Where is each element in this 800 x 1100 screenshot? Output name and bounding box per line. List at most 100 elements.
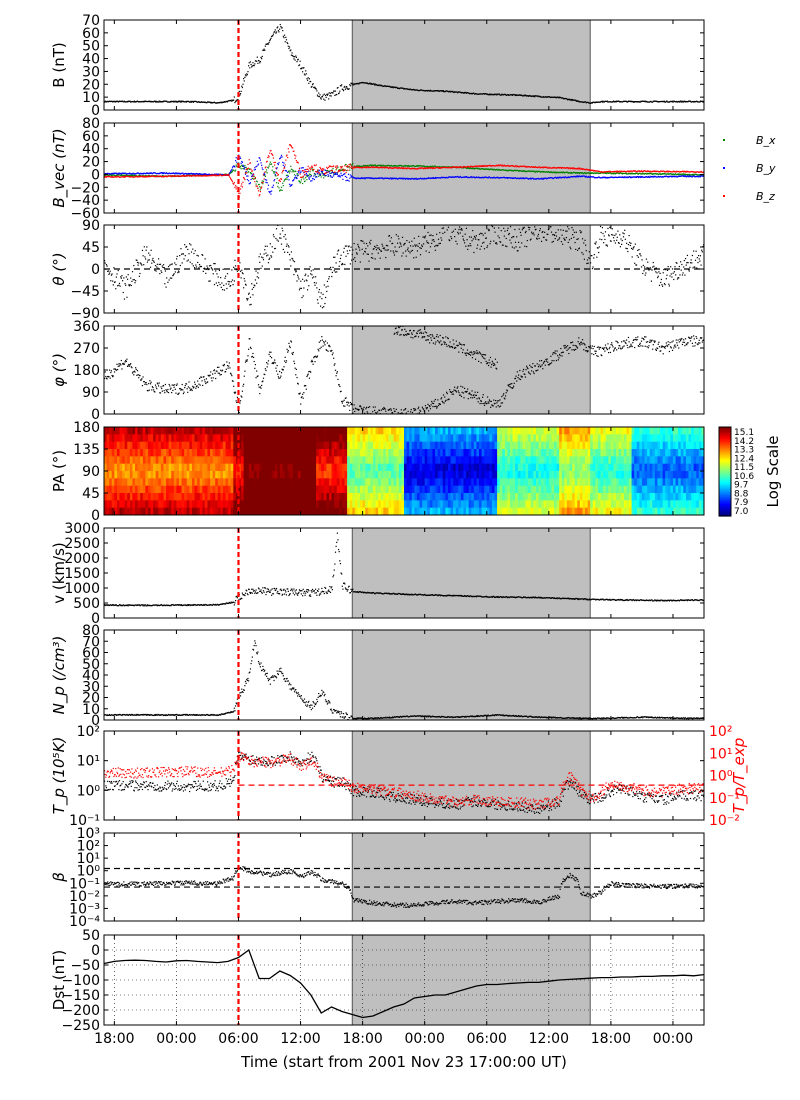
data-point [646,101,648,103]
data-point [464,166,466,168]
data-point [549,177,551,179]
data-point [432,167,435,169]
data-point [285,174,288,176]
data-point [689,266,691,268]
data-point [678,265,680,268]
data-point [131,176,133,178]
data-point [256,60,258,62]
data-point [599,101,602,103]
data-point [321,169,323,172]
data-point [488,229,490,232]
data-point [275,167,277,169]
data-point [146,175,148,177]
data-point [534,171,536,173]
data-point [540,178,542,180]
data-point [661,284,663,286]
data-point [606,177,608,179]
data-point [141,249,144,252]
data-point [547,167,549,169]
data-point [310,270,312,272]
data-point [346,176,348,178]
data-point [511,177,513,180]
data-point [395,165,397,167]
data-point [613,170,615,172]
data-point [415,168,417,170]
data-point [604,172,606,174]
data-point [595,101,597,103]
data-point [602,177,604,179]
data-point [383,165,385,167]
data-point [615,176,617,178]
data-point [326,171,329,173]
y-tick-label: −20 [70,180,100,196]
data-point [500,164,502,166]
data-point [181,100,183,102]
data-point [683,175,685,178]
data-point [226,173,228,176]
data-point [691,262,693,264]
data-point [113,172,115,174]
data-point [401,87,403,89]
data-point [442,166,445,168]
data-point [578,175,580,177]
data-point [113,174,115,176]
data-point [164,283,166,285]
data-point [258,157,260,159]
data-point [593,101,595,103]
data-point [662,176,664,178]
data-point [543,236,545,238]
data-point [336,165,338,167]
data-point [691,171,693,173]
data-point [310,169,312,171]
data-point [621,170,623,173]
data-point [314,174,316,176]
data-point [142,173,144,175]
data-point [419,167,421,169]
data-point [154,175,156,177]
data-point [501,94,504,96]
data-point [615,233,617,235]
data-point [200,175,202,177]
data-point [266,43,268,45]
data-point [529,166,531,168]
data-point [334,271,337,273]
data-point [626,100,628,103]
data-point [483,248,486,250]
data-point [246,299,248,301]
data-point [434,249,437,251]
data-point [308,82,310,84]
data-point [627,243,630,246]
data-point [132,279,134,281]
data-point [589,102,591,104]
data-point [273,161,275,164]
data-point [586,176,589,178]
data-point [146,176,149,178]
data-point [374,177,376,180]
data-point [371,166,373,168]
data-point [223,174,225,176]
data-point [403,165,405,167]
data-point [607,177,609,179]
data-point [580,176,582,178]
y-tick-label: 60 [82,26,100,42]
data-point [231,99,234,101]
data-point [114,175,116,177]
data-point [266,172,268,174]
data-point [462,92,464,94]
data-point [305,279,307,281]
data-point [328,92,330,94]
data-point [485,237,487,239]
data-point [119,174,121,176]
y-tick-label: 45 [82,240,100,256]
data-point [123,277,125,279]
data-point [249,61,252,63]
data-point [591,176,594,178]
data-point [260,187,262,190]
data-point [568,172,570,174]
data-point [474,237,476,239]
data-point [230,178,232,181]
data-point [118,176,120,178]
data-point [638,172,640,174]
data-point [666,101,669,103]
